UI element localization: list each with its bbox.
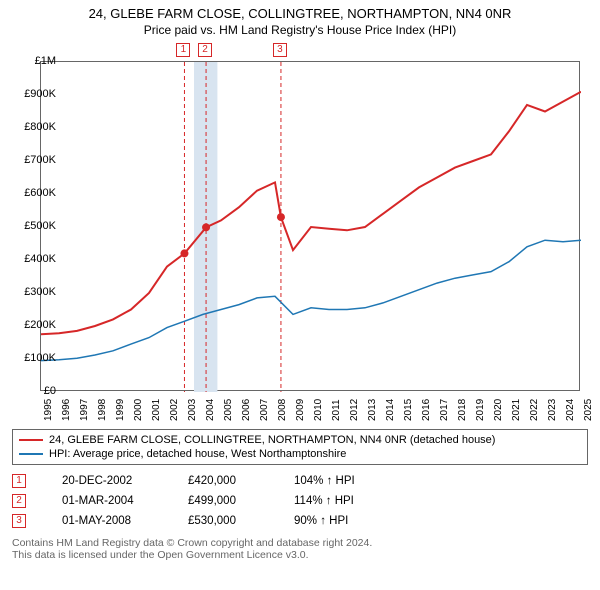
transaction-pct: 104% ↑ HPI (294, 475, 384, 487)
x-tick-label: 2009 (295, 399, 306, 421)
chart-marker-box: 2 (198, 43, 212, 57)
y-tick-label: £1M (20, 55, 56, 67)
chart-subtitle: Price paid vs. HM Land Registry's House … (0, 21, 600, 41)
x-tick-label: 2007 (259, 399, 270, 421)
y-tick-label: £0 (20, 385, 56, 397)
x-tick-label: 2008 (277, 399, 288, 421)
plot-svg (41, 62, 581, 392)
y-tick-label: £500K (20, 220, 56, 232)
x-tick-label: 1998 (97, 399, 108, 421)
legend: 24, GLEBE FARM CLOSE, COLLINGTREE, NORTH… (12, 429, 588, 465)
transaction-marker: 2 (12, 494, 26, 508)
x-tick-label: 2021 (511, 399, 522, 421)
transaction-row: 1 20-DEC-2002 £420,000 104% ↑ HPI (12, 471, 588, 491)
footer-line: This data is licensed under the Open Gov… (12, 549, 588, 561)
x-tick-label: 2015 (403, 399, 414, 421)
chart-title: 24, GLEBE FARM CLOSE, COLLINGTREE, NORTH… (0, 0, 600, 21)
footer: Contains HM Land Registry data © Crown c… (12, 537, 588, 561)
y-tick-label: £800K (20, 121, 56, 133)
x-tick-label: 1997 (79, 399, 90, 421)
transaction-row: 3 01-MAY-2008 £530,000 90% ↑ HPI (12, 511, 588, 531)
x-tick-label: 2022 (529, 399, 540, 421)
transaction-row: 2 01-MAR-2004 £499,000 114% ↑ HPI (12, 491, 588, 511)
y-tick-label: £200K (20, 319, 56, 331)
legend-swatch (19, 439, 43, 441)
x-tick-label: 2003 (187, 399, 198, 421)
legend-label: 24, GLEBE FARM CLOSE, COLLINGTREE, NORTH… (49, 434, 495, 446)
transaction-marker: 3 (12, 514, 26, 528)
legend-swatch (19, 453, 43, 455)
x-tick-label: 2002 (169, 399, 180, 421)
x-tick-label: 2016 (421, 399, 432, 421)
transactions-table: 1 20-DEC-2002 £420,000 104% ↑ HPI 2 01-M… (12, 471, 588, 531)
x-tick-label: 2018 (457, 399, 468, 421)
x-tick-label: 2005 (223, 399, 234, 421)
chart-area: £0£100K£200K£300K£400K£500K£600K£700K£80… (40, 41, 600, 421)
transaction-date: 01-MAR-2004 (62, 495, 152, 507)
x-tick-label: 2013 (367, 399, 378, 421)
transaction-pct: 90% ↑ HPI (294, 515, 384, 527)
y-tick-label: £700K (20, 154, 56, 166)
transaction-price: £420,000 (188, 475, 258, 487)
x-tick-label: 2020 (493, 399, 504, 421)
legend-label: HPI: Average price, detached house, West… (49, 448, 346, 460)
transaction-price: £530,000 (188, 515, 258, 527)
x-tick-label: 2019 (475, 399, 486, 421)
y-tick-label: £400K (20, 253, 56, 265)
transaction-pct: 114% ↑ HPI (294, 495, 384, 507)
x-tick-label: 2014 (385, 399, 396, 421)
x-tick-label: 2011 (331, 399, 342, 421)
x-tick-label: 2004 (205, 399, 216, 421)
x-tick-label: 2024 (565, 399, 576, 421)
x-tick-label: 2000 (133, 399, 144, 421)
y-tick-label: £300K (20, 286, 56, 298)
transaction-date: 01-MAY-2008 (62, 515, 152, 527)
transaction-price: £499,000 (188, 495, 258, 507)
legend-item-hpi: HPI: Average price, detached house, West… (19, 447, 581, 461)
legend-item-property: 24, GLEBE FARM CLOSE, COLLINGTREE, NORTH… (19, 433, 581, 447)
x-tick-label: 2023 (547, 399, 558, 421)
x-tick-label: 1999 (115, 399, 126, 421)
transaction-marker: 1 (12, 474, 26, 488)
plot (40, 61, 580, 391)
footer-line: Contains HM Land Registry data © Crown c… (12, 537, 588, 549)
x-tick-label: 1995 (43, 399, 54, 421)
x-tick-label: 2025 (583, 399, 594, 421)
x-tick-label: 2017 (439, 399, 450, 421)
chart-marker-box: 1 (176, 43, 190, 57)
y-tick-label: £100K (20, 352, 56, 364)
y-tick-label: £600K (20, 187, 56, 199)
x-tick-label: 2010 (313, 399, 324, 421)
x-tick-label: 2006 (241, 399, 252, 421)
y-tick-label: £900K (20, 88, 56, 100)
transaction-date: 20-DEC-2002 (62, 475, 152, 487)
chart-marker-box: 3 (273, 43, 287, 57)
x-tick-label: 2001 (151, 399, 162, 421)
x-tick-label: 2012 (349, 399, 360, 421)
x-tick-label: 1996 (61, 399, 72, 421)
